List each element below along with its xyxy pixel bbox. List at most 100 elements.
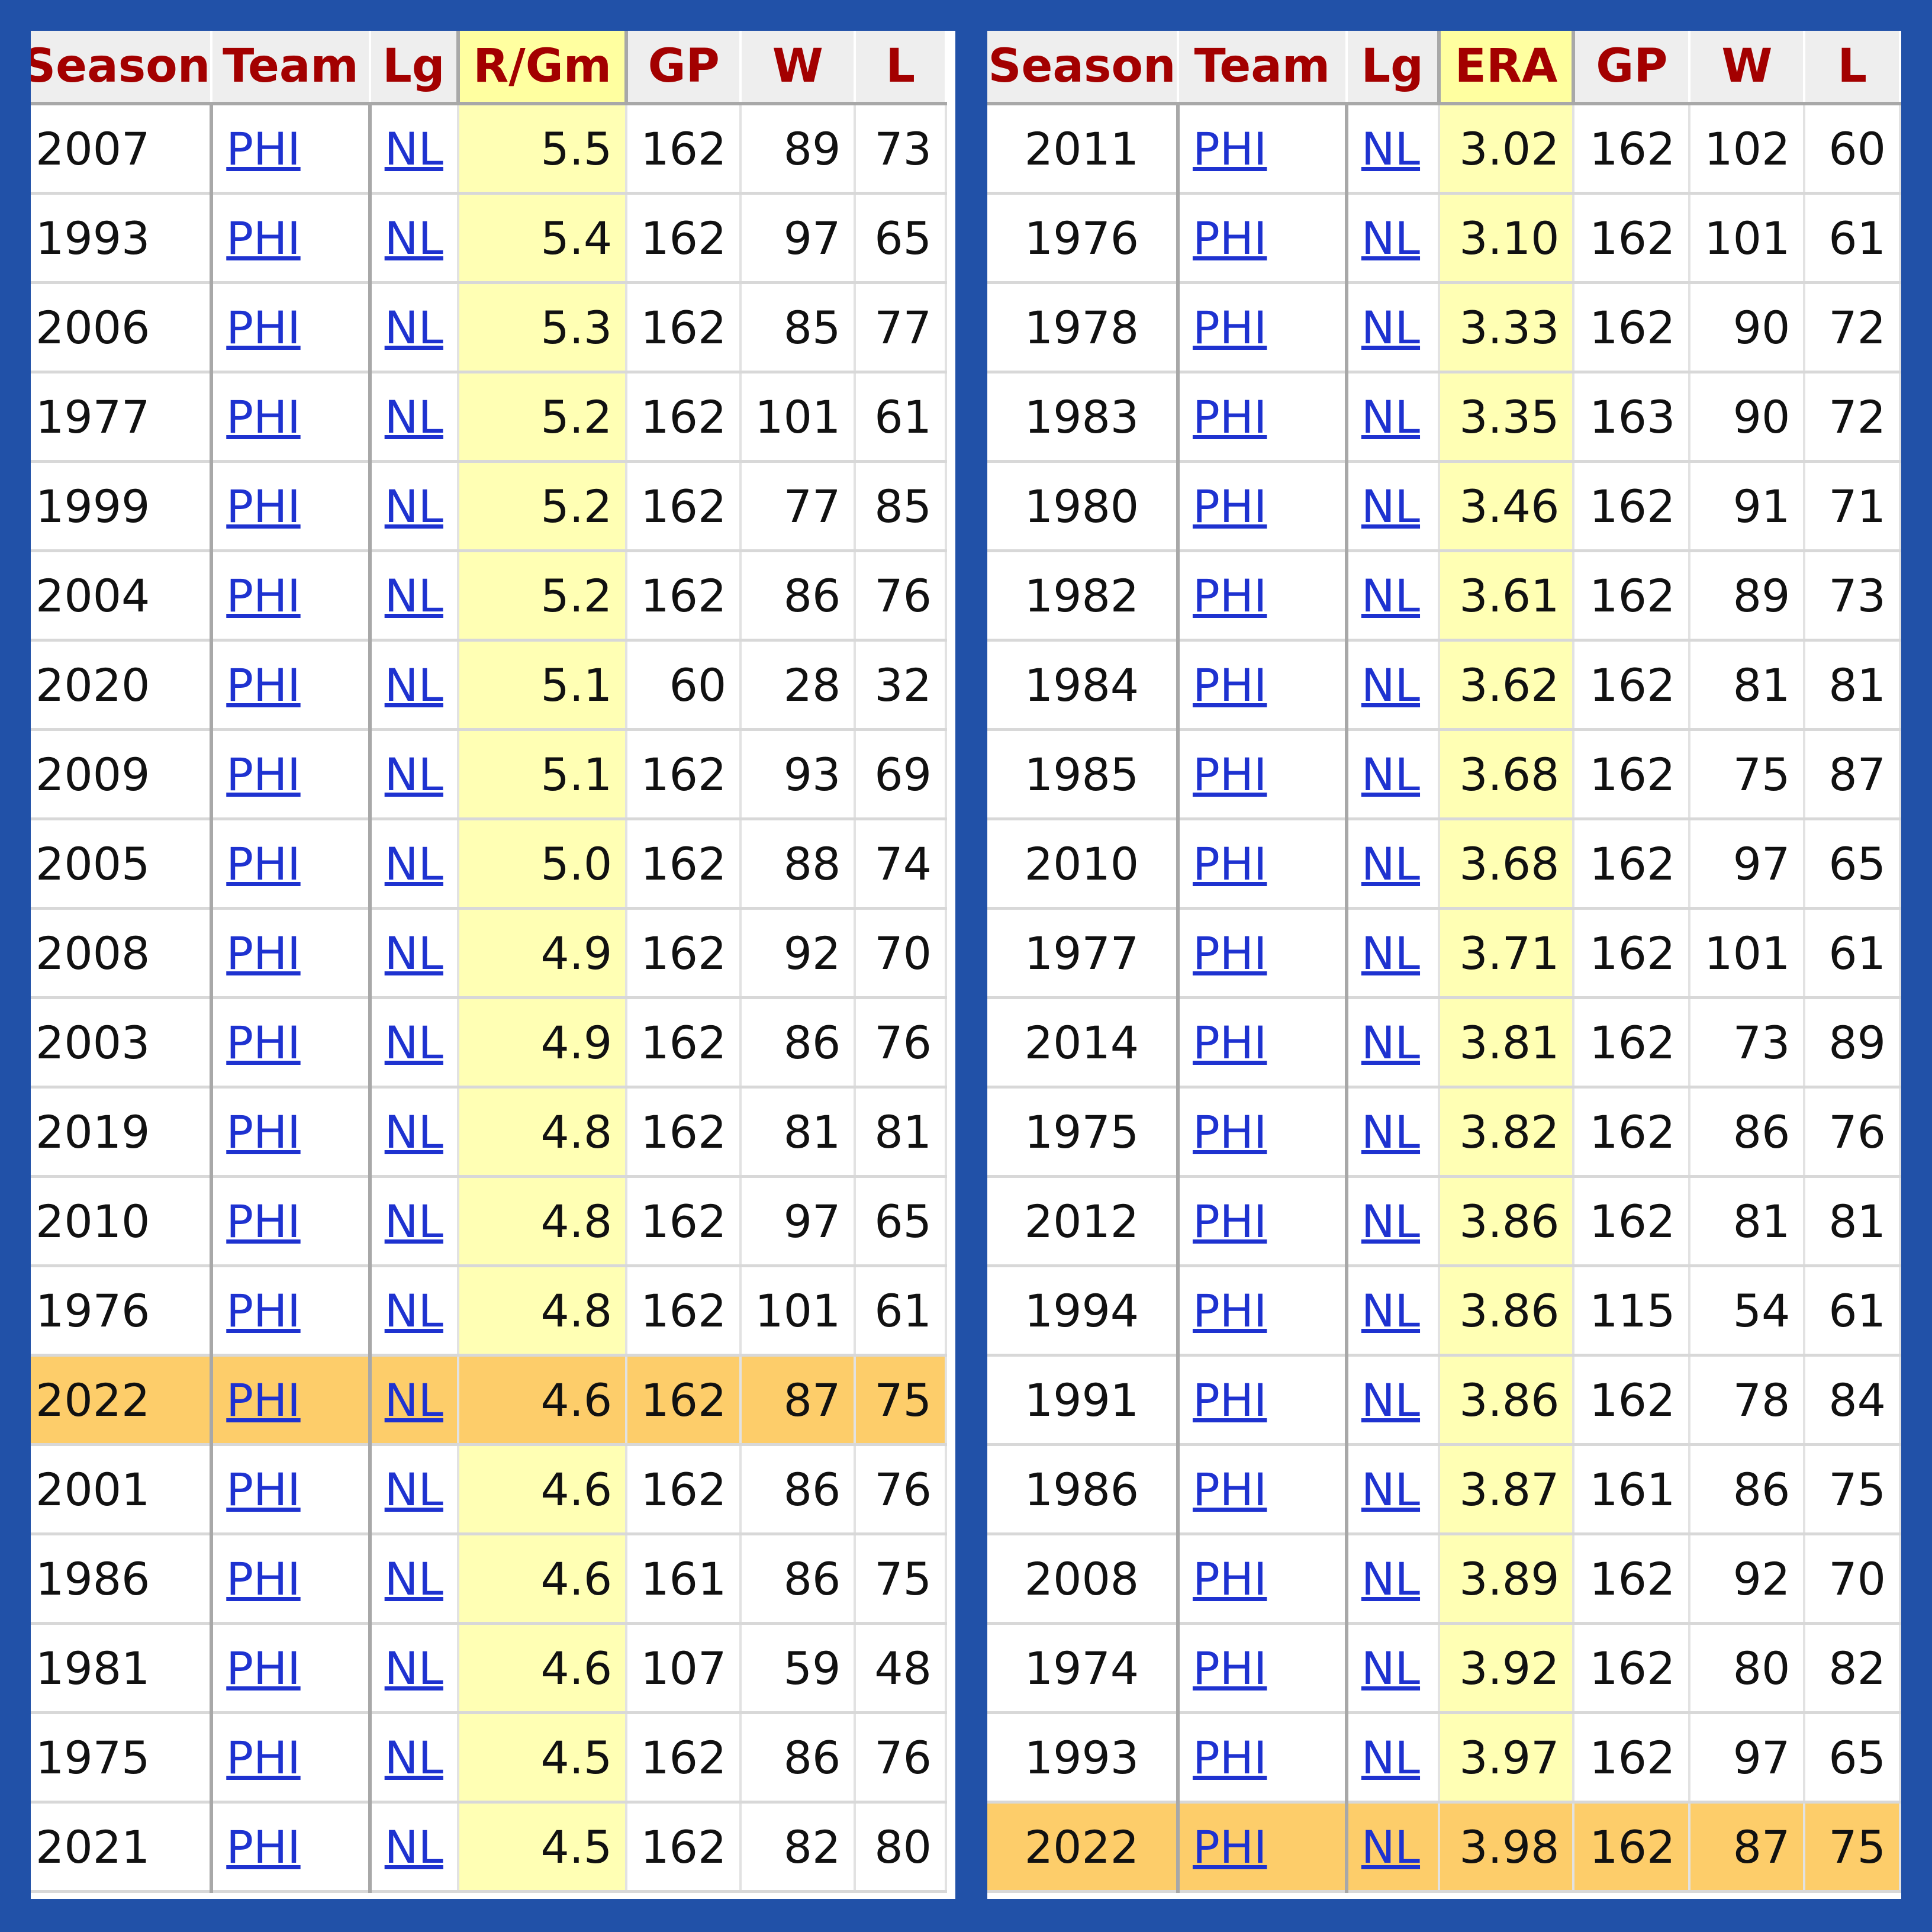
team-link[interactable]: PHI — [1192, 1641, 1267, 1695]
league-link[interactable]: NL — [1361, 1373, 1421, 1427]
league-link[interactable]: NL — [1361, 301, 1421, 354]
team-link[interactable]: PHI — [1192, 1194, 1267, 1248]
team-link[interactable]: PHI — [1192, 211, 1267, 265]
col-header-team[interactable]: Team — [211, 31, 371, 105]
team-link[interactable]: PHI — [1192, 837, 1267, 890]
team-link[interactable]: PHI — [226, 837, 301, 890]
col-header-season[interactable]: Season — [31, 31, 213, 105]
league-link[interactable]: NL — [1361, 1105, 1421, 1158]
league-link[interactable]: NL — [1361, 837, 1421, 890]
league-link[interactable]: NL — [1361, 122, 1421, 175]
league-link[interactable]: NL — [384, 1463, 443, 1516]
team-link[interactable]: PHI — [226, 1463, 301, 1516]
league-link[interactable]: NL — [384, 926, 443, 980]
col-header-wins[interactable]: W — [1689, 31, 1806, 105]
league-link[interactable]: NL — [1361, 1194, 1421, 1248]
team-link[interactable]: PHI — [226, 1820, 301, 1873]
team-link[interactable]: PHI — [1192, 122, 1267, 175]
league-link[interactable]: NL — [1361, 926, 1421, 980]
league-link[interactable]: NL — [384, 1731, 443, 1784]
team-link[interactable]: PHI — [226, 1731, 301, 1784]
league-link[interactable]: NL — [384, 569, 443, 622]
team-link[interactable]: PHI — [1192, 1105, 1267, 1158]
col-header-games-played[interactable]: GP — [1573, 31, 1691, 105]
league-link[interactable]: NL — [1361, 1641, 1421, 1695]
team-link[interactable]: PHI — [226, 926, 301, 980]
team-link[interactable]: PHI — [1192, 1016, 1267, 1069]
league-link[interactable]: NL — [1361, 1016, 1421, 1069]
table-row: 2012 PHI NL 3.86 162 81 81 — [987, 1176, 1901, 1267]
league-link[interactable]: NL — [1361, 479, 1421, 533]
league-link[interactable]: NL — [384, 1552, 443, 1605]
league-link[interactable]: NL — [384, 1105, 443, 1158]
team-link[interactable]: PHI — [226, 122, 301, 175]
wins-cell: 86 — [740, 550, 856, 642]
table-row: 2005 PHI NL 5.0 162 88 74 — [31, 819, 947, 910]
league-link[interactable]: NL — [384, 748, 443, 801]
stat-cell: 5.1 — [458, 729, 628, 820]
team-link[interactable]: PHI — [226, 301, 301, 354]
stat-cell: 3.62 — [1438, 640, 1575, 731]
league-link[interactable]: NL — [384, 1016, 443, 1069]
league-link[interactable]: NL — [384, 211, 443, 265]
league-link[interactable]: NL — [1361, 748, 1421, 801]
team-link[interactable]: PHI — [1192, 926, 1267, 980]
col-header-season[interactable]: Season — [987, 31, 1179, 105]
team-link[interactable]: PHI — [1192, 1284, 1267, 1337]
league-link[interactable]: NL — [1361, 569, 1421, 622]
col-header-wins[interactable]: W — [740, 31, 856, 105]
team-link[interactable]: PHI — [1192, 390, 1267, 443]
col-header-league[interactable]: Lg — [1346, 31, 1440, 105]
col-header-losses[interactable]: L — [855, 31, 947, 105]
team-link[interactable]: PHI — [226, 658, 301, 711]
team-link[interactable]: PHI — [1192, 1463, 1267, 1516]
league-link[interactable]: NL — [384, 1284, 443, 1337]
team-link[interactable]: PHI — [226, 390, 301, 443]
league-link[interactable]: NL — [384, 122, 443, 175]
team-link[interactable]: PHI — [1192, 1731, 1267, 1784]
team-link[interactable]: PHI — [1192, 658, 1267, 711]
league-link[interactable]: NL — [1361, 211, 1421, 265]
league-link[interactable]: NL — [384, 1820, 443, 1873]
league-link[interactable]: NL — [1361, 1284, 1421, 1337]
col-header-era[interactable]: ERA — [1437, 31, 1576, 105]
col-header-losses[interactable]: L — [1804, 31, 1901, 105]
team-link[interactable]: PHI — [1192, 1820, 1267, 1873]
col-header-team[interactable]: Team — [1177, 31, 1348, 105]
league-link[interactable]: NL — [384, 479, 443, 533]
league-link[interactable]: NL — [1361, 1552, 1421, 1605]
team-link[interactable]: PHI — [226, 1373, 301, 1427]
league-link[interactable]: NL — [1361, 658, 1421, 711]
team-link[interactable]: PHI — [226, 1284, 301, 1337]
team-link[interactable]: PHI — [1192, 1552, 1267, 1605]
team-link[interactable]: PHI — [226, 1641, 301, 1695]
league-link[interactable]: NL — [384, 1373, 443, 1427]
league-link[interactable]: NL — [1361, 1463, 1421, 1516]
team-link[interactable]: PHI — [226, 569, 301, 622]
league-link[interactable]: NL — [1361, 1820, 1421, 1873]
team-link[interactable]: PHI — [1192, 748, 1267, 801]
league-link[interactable]: NL — [384, 837, 443, 890]
team-link[interactable]: PHI — [1192, 1373, 1267, 1427]
col-header-league[interactable]: Lg — [369, 31, 460, 105]
team-link[interactable]: PHI — [1192, 301, 1267, 354]
team-link[interactable]: PHI — [226, 479, 301, 533]
col-header-runs-per-game[interactable]: R/Gm — [456, 31, 629, 105]
league-link[interactable]: NL — [1361, 390, 1421, 443]
stat-cell: 3.86 — [1438, 1355, 1575, 1446]
league-link[interactable]: NL — [1361, 1731, 1421, 1784]
team-link[interactable]: PHI — [1192, 569, 1267, 622]
league-link[interactable]: NL — [384, 390, 443, 443]
team-link[interactable]: PHI — [1192, 479, 1267, 533]
col-header-games-played[interactable]: GP — [626, 31, 742, 105]
league-link[interactable]: NL — [384, 1194, 443, 1248]
team-link[interactable]: PHI — [226, 211, 301, 265]
team-link[interactable]: PHI — [226, 1016, 301, 1069]
team-link[interactable]: PHI — [226, 748, 301, 801]
team-link[interactable]: PHI — [226, 1552, 301, 1605]
league-link[interactable]: NL — [384, 301, 443, 354]
team-link[interactable]: PHI — [226, 1105, 301, 1158]
league-link[interactable]: NL — [384, 658, 443, 711]
team-link[interactable]: PHI — [226, 1194, 301, 1248]
league-link[interactable]: NL — [384, 1641, 443, 1695]
